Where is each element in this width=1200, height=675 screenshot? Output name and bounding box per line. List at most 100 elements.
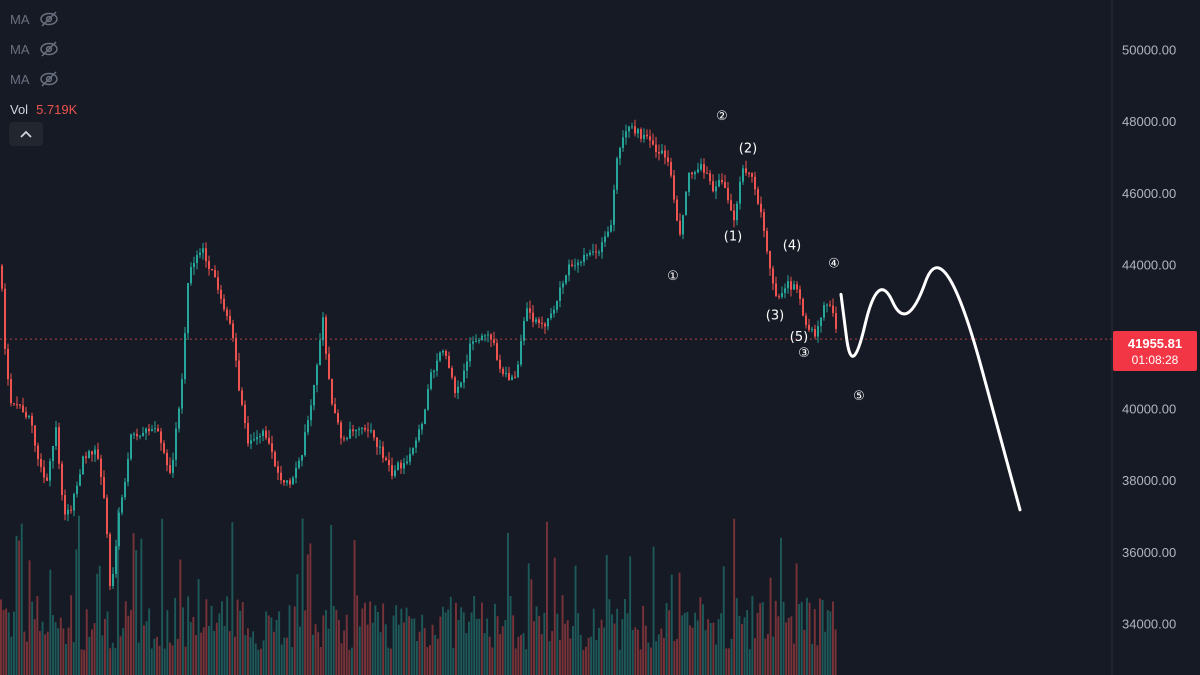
candle xyxy=(286,480,288,486)
volume-bar xyxy=(223,625,226,675)
volume-bar xyxy=(608,599,611,675)
volume-bar xyxy=(343,630,346,675)
candle xyxy=(127,452,129,487)
volume-bar xyxy=(145,621,148,675)
volume-bar xyxy=(720,613,723,675)
volume-bar xyxy=(353,540,356,675)
candle xyxy=(691,171,693,179)
volume-bar xyxy=(322,615,325,675)
volume-bar xyxy=(153,638,156,675)
volume-bar xyxy=(418,631,421,675)
volume-bar xyxy=(140,538,143,675)
volume-bar xyxy=(774,600,777,675)
candle xyxy=(544,322,546,334)
volume-bar xyxy=(301,518,304,675)
volume-bar xyxy=(824,631,827,675)
indicator-ma-1[interactable]: MA xyxy=(10,4,77,34)
volume-bar xyxy=(798,604,801,675)
volume-bar xyxy=(449,596,452,675)
volume-bar xyxy=(486,618,489,675)
candle xyxy=(67,504,69,522)
eye-off-icon[interactable] xyxy=(38,70,60,88)
volume-bar xyxy=(280,644,283,675)
indicator-ma-3[interactable]: MA xyxy=(10,64,77,94)
candle xyxy=(199,248,201,259)
wave-label: ⑤ xyxy=(853,389,865,404)
volume-bar xyxy=(767,634,769,675)
volume-bar xyxy=(501,626,504,675)
volume-bar xyxy=(13,611,15,675)
candle xyxy=(337,409,339,425)
volume-bar xyxy=(67,627,70,675)
volume-bar xyxy=(384,624,387,675)
candle xyxy=(358,426,360,437)
candle xyxy=(742,164,744,185)
candle xyxy=(658,144,660,161)
volume-bar xyxy=(114,648,117,675)
volume-bar xyxy=(218,613,221,675)
collapse-legend-button[interactable] xyxy=(9,122,43,146)
volume-bar xyxy=(514,648,517,675)
candle xyxy=(58,422,60,470)
candle xyxy=(571,259,573,268)
volume-bar xyxy=(267,615,270,675)
volume-bar xyxy=(273,631,275,675)
candle xyxy=(40,453,42,473)
indicator-label: MA xyxy=(10,71,30,87)
candle xyxy=(31,412,33,434)
projection-drawing[interactable] xyxy=(839,266,1022,512)
volume-bar xyxy=(689,625,691,675)
volume-bar xyxy=(41,621,44,675)
eye-off-icon[interactable] xyxy=(38,40,60,58)
volume-bar xyxy=(512,615,515,675)
volume-bar xyxy=(293,606,296,675)
candle xyxy=(19,404,21,409)
volume-bar xyxy=(704,630,707,675)
candle xyxy=(49,458,51,487)
volume-bar xyxy=(806,597,808,675)
price-tick-label: 34000.00 xyxy=(1122,617,1176,632)
candle xyxy=(778,293,780,300)
candle xyxy=(295,461,297,484)
volume-bar xyxy=(288,605,291,675)
candle xyxy=(496,339,498,361)
candle xyxy=(751,172,753,183)
eye-off-icon[interactable] xyxy=(38,10,60,28)
candle-countdown: 01:08:28 xyxy=(1131,352,1179,367)
volume-bar xyxy=(579,634,582,675)
volume-bar xyxy=(239,610,242,675)
indicator-ma-2[interactable]: MA xyxy=(10,34,77,64)
wave-labels: ① ② (2) (1) (4) ④ (3) (5)③ ⑤ xyxy=(667,109,865,404)
candle xyxy=(673,170,675,204)
candle xyxy=(634,119,636,137)
volume-bar xyxy=(169,642,171,675)
volume-bar xyxy=(496,616,499,675)
candle xyxy=(88,449,90,459)
volume-bar xyxy=(249,637,252,675)
volume-bar xyxy=(813,609,816,675)
volume-bar xyxy=(465,633,468,675)
wave-label: (1) xyxy=(724,230,742,245)
candle xyxy=(79,469,81,487)
volume-bar xyxy=(364,602,366,675)
candle xyxy=(91,450,93,462)
candle xyxy=(181,373,183,414)
indicator-volume[interactable]: Vol 5.719K xyxy=(10,94,77,124)
candle xyxy=(550,307,552,321)
volume-bar xyxy=(735,598,738,675)
volume-bar xyxy=(403,622,405,675)
volume-bar xyxy=(236,599,239,675)
volume-bar xyxy=(655,641,658,675)
candle xyxy=(424,408,426,425)
volume-bar xyxy=(782,601,785,675)
volume-bar xyxy=(795,563,798,675)
candle xyxy=(580,260,582,267)
volume-bar xyxy=(413,618,416,675)
candle xyxy=(421,422,423,435)
volume-bar xyxy=(171,645,174,675)
candle xyxy=(553,305,555,318)
volume-bar xyxy=(460,607,463,675)
candle xyxy=(142,426,144,437)
volume-bar xyxy=(143,625,145,675)
